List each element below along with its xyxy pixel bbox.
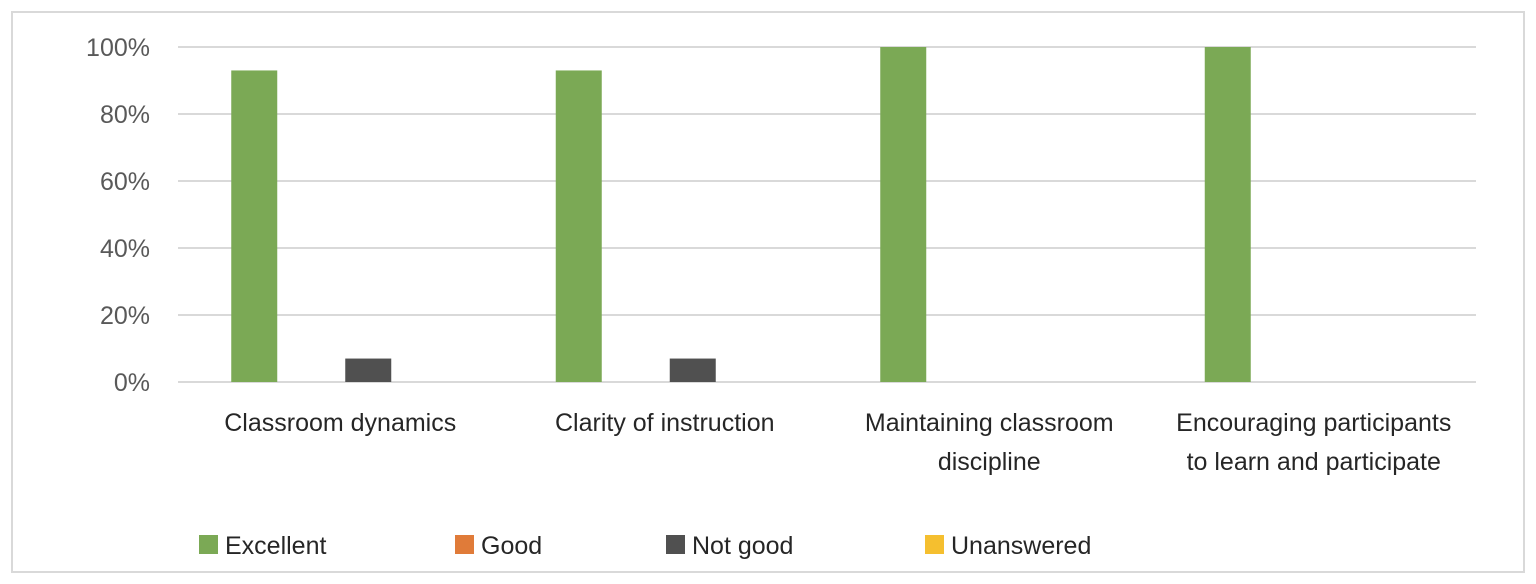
- category-label: discipline: [938, 448, 1041, 476]
- legend-label: Unanswered: [951, 532, 1091, 560]
- bar-excellent: [880, 47, 927, 382]
- legend-swatch-not-good: [666, 535, 685, 554]
- category-label: Clarity of instruction: [555, 409, 775, 437]
- legend-swatch-excellent: [199, 535, 218, 554]
- bar-excellent: [1204, 47, 1251, 382]
- bar-not-good: [669, 358, 716, 382]
- category-label: Classroom dynamics: [224, 409, 456, 437]
- category-label: Encouraging participants: [1176, 409, 1451, 437]
- y-tick-label: 0%: [114, 369, 150, 397]
- legend-label: Good: [481, 532, 542, 560]
- y-tick-label: 20%: [100, 302, 150, 330]
- legend-label: Excellent: [225, 532, 326, 560]
- category-label: to learn and participate: [1187, 448, 1441, 476]
- y-tick-label: 40%: [100, 235, 150, 263]
- bars: [231, 47, 1251, 382]
- legend: Excellent Good Not good Unanswered: [199, 532, 1091, 560]
- bar-excellent: [555, 70, 602, 382]
- y-tick-label: 80%: [100, 101, 150, 129]
- y-tick-label: 60%: [100, 168, 150, 196]
- legend-label: Not good: [692, 532, 793, 560]
- category-label: Maintaining classroom: [865, 409, 1114, 437]
- bar-not-good: [345, 358, 392, 382]
- x-axis-category-labels: Classroom dynamics Clarity of instruction…: [224, 409, 1451, 476]
- legend-swatch-good: [455, 535, 474, 554]
- y-tick-label: 100%: [86, 34, 150, 62]
- bar-excellent: [231, 70, 278, 382]
- legend-swatch-unanswered: [925, 535, 944, 554]
- gridlines: [178, 46, 1476, 383]
- y-axis-tick-labels: 0% 20% 40% 60% 80% 100%: [86, 34, 150, 397]
